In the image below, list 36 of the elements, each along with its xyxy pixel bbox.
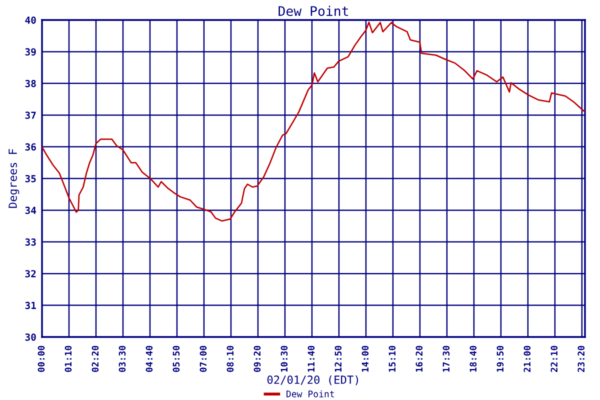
y-tick-label: 34 xyxy=(25,206,36,214)
x-tick-label: 09:20 xyxy=(254,346,261,372)
x-tick-label: 04:40 xyxy=(146,346,153,372)
x-tick-label: 10:30 xyxy=(280,346,288,372)
y-tick-label: 40 xyxy=(25,16,36,24)
x-tick-label: 00:00 xyxy=(38,346,45,372)
legend-label: Dew Point xyxy=(286,390,334,398)
x-tick-label: 18:40 xyxy=(470,346,477,372)
y-tick-label: 33 xyxy=(25,238,36,246)
y-tick-label: 36 xyxy=(25,143,36,151)
x-tick-label: 19:50 xyxy=(496,346,504,372)
y-axis-title: Degrees F xyxy=(8,149,20,208)
x-tick-label: 21:00 xyxy=(524,346,531,372)
x-tick-label: 05:50 xyxy=(172,346,180,372)
x-tick-label: 23:20 xyxy=(578,346,585,372)
y-tick-label: 31 xyxy=(25,302,36,310)
x-tick-label: 02:20 xyxy=(92,346,99,372)
y-tick-label: 32 xyxy=(25,270,36,278)
x-tick-label: 08:10 xyxy=(226,346,234,372)
x-axis-title: 02/01/20 (EDT) xyxy=(267,375,358,386)
x-tick-label: 03:30 xyxy=(118,346,126,372)
x-tick-label: 12:50 xyxy=(334,346,342,372)
x-tick-label: 11:40 xyxy=(308,346,315,372)
x-tick-label: 17:30 xyxy=(442,346,450,372)
y-tick-label: 38 xyxy=(25,80,36,88)
y-tick-label: 39 xyxy=(25,48,36,56)
y-tick-label: 35 xyxy=(25,174,36,182)
y-tick-label: 30 xyxy=(25,333,36,341)
x-tick-label: 15:10 xyxy=(388,346,396,372)
chart-title: Dew Point xyxy=(278,6,348,16)
x-tick-label: 01:10 xyxy=(64,346,72,372)
x-tick-label: 14:00 xyxy=(362,346,369,372)
y-tick-label: 37 xyxy=(25,112,36,119)
x-tick-label: 07:00 xyxy=(200,346,207,372)
x-tick-label: 16:20 xyxy=(416,346,423,372)
x-tick-label: 22:10 xyxy=(550,346,558,372)
